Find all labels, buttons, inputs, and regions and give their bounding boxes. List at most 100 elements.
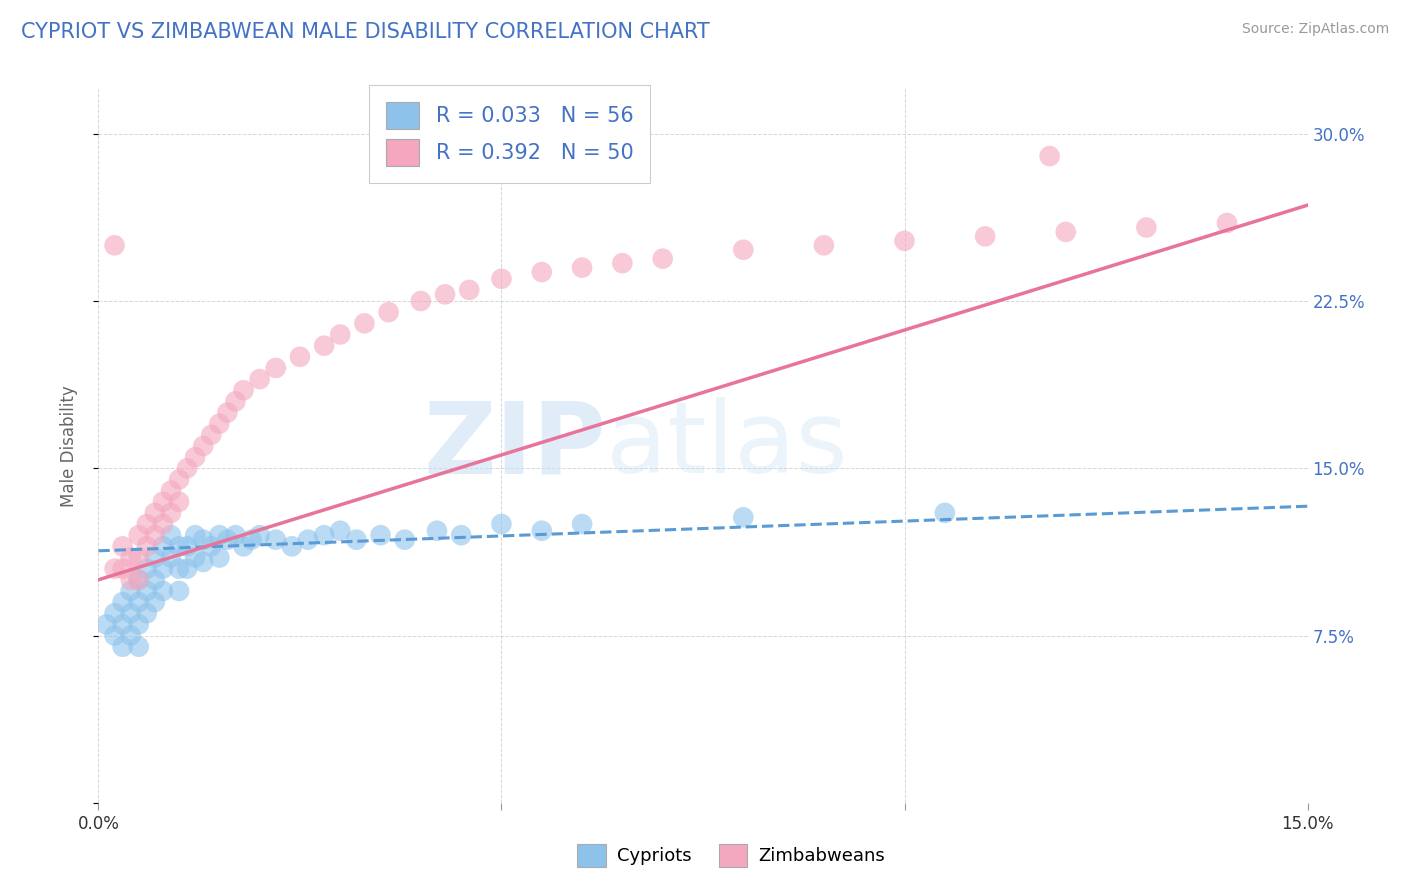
Point [377,305,399,319]
Point [893,234,915,248]
Point [103,562,125,576]
Point [103,238,125,252]
Point [103,607,125,621]
Point [152,516,174,531]
Point [176,461,198,475]
Point [184,450,207,464]
Point [571,516,593,531]
Point [458,283,481,297]
Point [409,293,432,308]
Point [184,550,207,565]
Text: Source: ZipAtlas.com: Source: ZipAtlas.com [1241,22,1389,37]
Point [152,539,174,553]
Point [329,327,352,342]
Point [167,494,190,508]
Point [167,562,190,576]
Point [733,243,755,257]
Point [329,524,352,538]
Point [530,524,553,538]
Point [193,555,215,569]
Point [530,265,553,279]
Point [733,510,755,524]
Point [200,539,222,553]
Point [176,562,198,576]
Point [288,350,311,364]
Point [96,617,118,632]
Point [426,524,449,538]
Text: ZIP: ZIP [423,398,606,494]
Point [111,562,134,576]
Point [491,516,513,531]
Point [135,516,157,531]
Point [128,640,150,654]
Point [120,573,142,587]
Point [353,316,375,330]
Point [135,539,157,553]
Point [128,528,150,542]
Point [232,539,254,553]
Point [143,550,166,565]
Point [813,238,835,252]
Point [143,573,166,587]
Point [434,287,457,301]
Point [281,539,304,553]
Point [217,405,239,419]
Point [249,528,271,542]
Point [143,595,166,609]
Point [240,533,263,547]
Point [200,427,222,442]
Point [176,539,198,553]
Point [160,506,183,520]
Point [135,562,157,576]
Point [143,528,166,542]
Point [612,256,634,270]
Point [152,494,174,508]
Point [224,528,246,542]
Point [249,372,271,386]
Point [264,360,287,375]
Point [193,533,215,547]
Point [394,533,416,547]
Point [120,583,142,598]
Point [232,384,254,398]
Point [128,573,150,587]
Point [160,528,183,542]
Point [1054,225,1077,239]
Text: atlas: atlas [606,398,848,494]
Point [103,628,125,642]
Point [120,628,142,642]
Point [1039,149,1062,163]
Point [111,595,134,609]
Point [111,539,134,553]
Point [128,550,150,565]
Point [135,607,157,621]
Point [152,562,174,576]
Point [167,539,190,553]
Point [208,528,231,542]
Point [208,550,231,565]
Point [264,533,287,547]
Point [651,252,673,266]
Point [491,271,513,285]
Point [1216,216,1239,230]
Point [160,483,183,498]
Point [224,394,246,409]
Point [344,533,367,547]
Point [167,473,190,487]
Point [160,550,183,565]
Legend: R = 0.033   N = 56, R = 0.392   N = 50: R = 0.033 N = 56, R = 0.392 N = 50 [368,86,650,183]
Point [314,528,336,542]
Point [193,439,215,453]
Point [450,528,472,542]
Point [314,338,336,352]
Point [571,260,593,275]
Point [111,640,134,654]
Point [152,583,174,598]
Point [297,533,319,547]
Point [217,533,239,547]
Point [1135,220,1157,235]
Legend: Cypriots, Zimbabweans: Cypriots, Zimbabweans [569,837,893,874]
Point [135,583,157,598]
Point [934,506,956,520]
Point [184,528,207,542]
